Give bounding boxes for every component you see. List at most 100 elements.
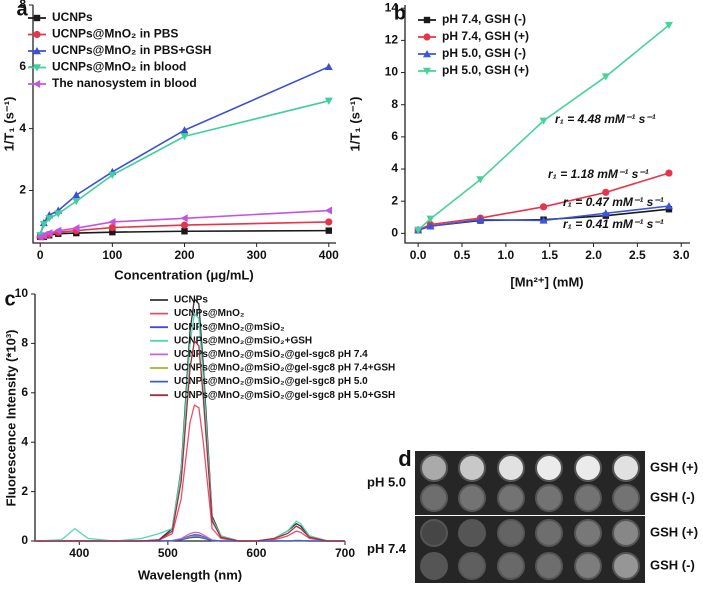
phantom-well [612, 484, 640, 512]
y-tick-label: 8 [391, 97, 398, 111]
marker [324, 206, 332, 215]
y-tick-label: 4 [21, 434, 28, 448]
marker [325, 227, 332, 234]
marker [539, 117, 548, 125]
axes [404, 5, 690, 244]
legend-label: UCNPs@MnO₂@mSiO₂ [174, 322, 285, 333]
annotation: r₁ = 4.48 mM⁻¹ s⁻¹ [555, 112, 656, 126]
y-tick-label: 12 [385, 33, 399, 47]
phantom-well [497, 484, 525, 512]
row-label: GSH (+) [650, 459, 698, 474]
legend-label: UCNPs@MnO₂@mSiO₂@gel-sgc8 pH 7.4 [174, 349, 368, 360]
phantom-well [574, 454, 602, 482]
legend-marker [33, 47, 41, 55]
x-tick-label: 600 [246, 546, 266, 560]
y-tick-label: 8 [21, 336, 28, 350]
marker [180, 133, 189, 141]
marker [324, 62, 333, 71]
phantom-well [535, 484, 563, 512]
marker [54, 210, 63, 218]
marker [72, 224, 80, 233]
marker [108, 171, 117, 179]
legend-marker [423, 50, 431, 58]
phantom-well [497, 552, 525, 580]
marker [476, 176, 485, 184]
y-axis-label: Fluorescence Intensity (*10³) [3, 330, 18, 507]
annotation: r₁ = 0.41 mM⁻¹ s⁻¹ [563, 217, 664, 231]
marker [602, 188, 610, 196]
legend-label: UCNPs@MnO₂ in blood [52, 60, 186, 74]
legend-label: UCNPs@MnO₂ in PBS [52, 27, 178, 41]
marker [664, 21, 673, 30]
marker [39, 221, 48, 229]
marker [72, 191, 81, 199]
x-tick-label: 0.5 [454, 248, 471, 262]
legend-marker [423, 33, 431, 41]
panel-label: a [16, 0, 28, 20]
x-tick-label: 0 [37, 248, 44, 262]
x-tick-label: 1.5 [541, 248, 558, 262]
legend-marker [423, 67, 431, 75]
marker [180, 214, 188, 223]
axes [32, 5, 336, 244]
phantom-well [458, 454, 486, 482]
phantom-well [458, 519, 486, 547]
y-tick-label: 2 [19, 183, 26, 197]
y-tick-label: 2 [391, 193, 398, 207]
marker [426, 222, 435, 230]
row-label: GSH (+) [650, 524, 698, 539]
panel-label: c [4, 288, 15, 310]
legend-label: UCNPs [174, 295, 208, 306]
marker [539, 203, 548, 211]
x-tick-label: 400 [69, 546, 89, 560]
legend-label: UCNPs@MnO₂ [174, 308, 244, 319]
marker [601, 73, 610, 81]
annotation: r₁ = 1.18 mM⁻¹ s⁻¹ [548, 167, 649, 181]
x-tick-label: 1.0 [498, 248, 515, 262]
x-tick-label: 3.0 [673, 248, 690, 262]
legend-label: UCNPs@MnO₂ in PBS+GSH [52, 43, 211, 57]
marker [426, 215, 435, 223]
x-tick-label: 700 [335, 546, 355, 560]
y-axis-label: 1/T₁ (s⁻¹) [347, 97, 362, 152]
phantom-well [574, 552, 602, 580]
phantom-well [535, 454, 563, 482]
phantom-well [420, 454, 448, 482]
y-tick-label: 6 [19, 59, 26, 73]
phantom-well [612, 552, 640, 580]
phantom-well [497, 454, 525, 482]
phantom-well [612, 519, 640, 547]
marker [108, 217, 116, 226]
marker [54, 226, 62, 235]
marker [180, 126, 189, 134]
panel-label: d [398, 446, 411, 471]
legend-label: pH 7.4, GSH (-) [442, 12, 526, 26]
legend-label: UCNPs@MnO₂@mSiO₂@gel-sgc8 pH 7.4+GSH [174, 363, 395, 374]
y-tick-label: 0 [391, 226, 398, 240]
marker [414, 226, 423, 235]
legend-label: The nanosystem in blood [52, 76, 197, 90]
legend-marker [33, 14, 41, 22]
y-tick-label: 2 [21, 484, 28, 498]
phantom-well [612, 454, 640, 482]
marker [664, 202, 673, 210]
x-tick-label: 0.0 [410, 248, 427, 262]
x-axis-label: Concentration (μg/mL) [114, 267, 253, 282]
legend-label: UCNPs@MnO₂@mSiO₂@gel-sgc8 pH 5.0 [174, 376, 368, 387]
series-line [39, 66, 330, 236]
x-axis-label: [Mn²⁺] (mM) [510, 274, 583, 289]
y-tick-label: 4 [19, 121, 26, 135]
y-tick-label: 6 [21, 385, 28, 399]
series-line [39, 100, 329, 236]
y-tick-label: 10 [385, 65, 399, 79]
phantom-well [420, 519, 448, 547]
phantom-well [458, 552, 486, 580]
marker [109, 228, 116, 236]
legend-marker [33, 80, 41, 88]
series-line [35, 339, 345, 542]
legend-label: pH 5.0, GSH (-) [442, 46, 526, 60]
y-tick-label: 0 [21, 533, 28, 547]
y-tick-label: 6 [391, 129, 398, 143]
series-line [417, 24, 670, 231]
